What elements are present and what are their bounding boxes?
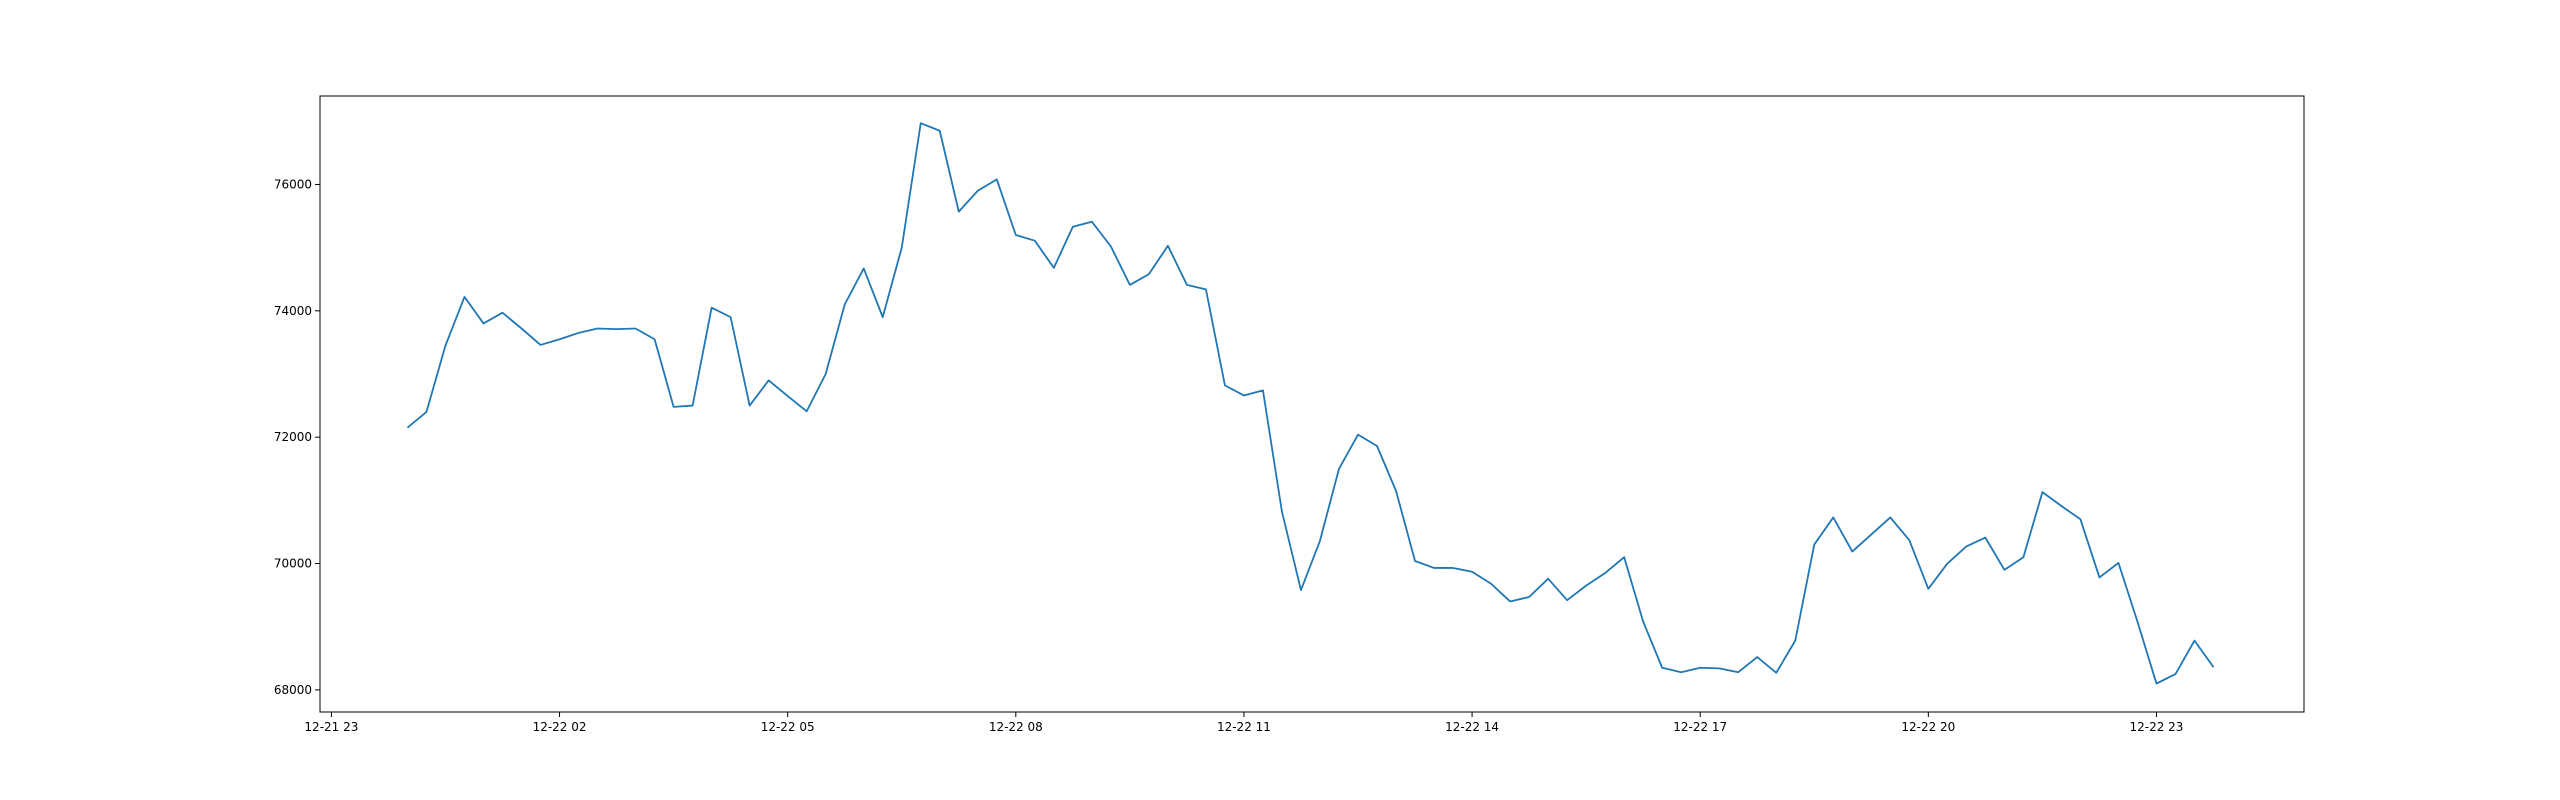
y-axis: 68000 70000 72000 74000 76000 <box>274 177 320 697</box>
plot-area-frame <box>319 95 2305 713</box>
x-tick-label: 12-22 17 <box>1673 720 1727 734</box>
y-tick-label: 68000 <box>274 683 312 697</box>
x-tick-label: 12-22 23 <box>2129 720 2183 734</box>
x-tick-label: 12-22 20 <box>1901 720 1955 734</box>
x-tick-label: 12-22 14 <box>1445 720 1499 734</box>
y-tick-label: 70000 <box>274 557 312 571</box>
x-tick-label: 12-22 08 <box>989 720 1043 734</box>
x-tick-label: 12-21 23 <box>304 720 358 734</box>
series-line-0 <box>406 122 2215 685</box>
y-tick-label: 76000 <box>274 177 312 191</box>
x-tick-label: 12-22 11 <box>1217 720 1271 734</box>
x-tick-label: 12-22 05 <box>761 720 815 734</box>
series-layer <box>406 122 2215 685</box>
y-tick-label: 74000 <box>274 304 312 318</box>
x-axis: 12-21 23 12-22 02 12-22 05 12-22 08 12-22 11… <box>304 712 2183 734</box>
x-tick-label: 12-22 02 <box>533 720 587 734</box>
y-tick-label: 72000 <box>274 430 312 444</box>
